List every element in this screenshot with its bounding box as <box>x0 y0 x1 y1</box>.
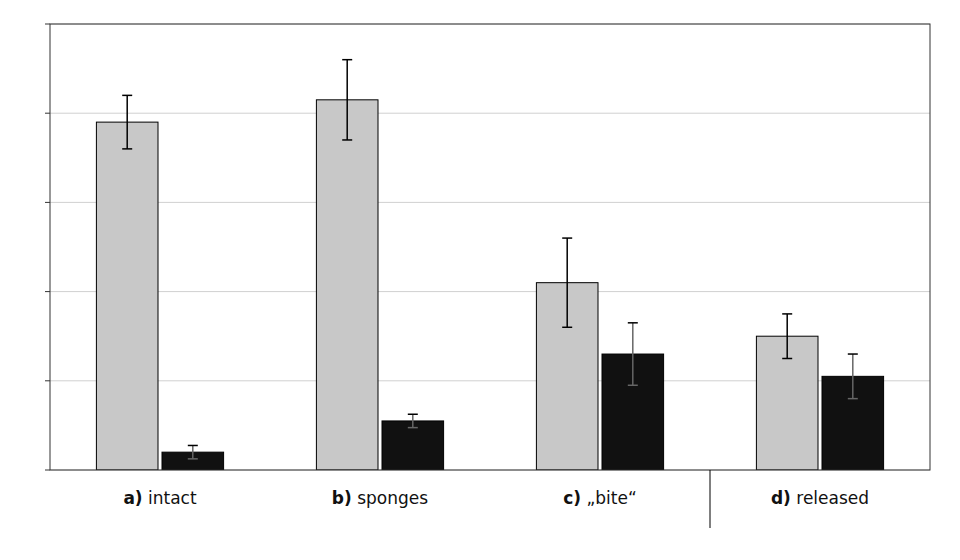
grid-line <box>50 291 930 292</box>
x-label: b) sponges <box>332 488 428 508</box>
error-cap <box>782 358 792 360</box>
y-tick <box>45 291 50 292</box>
error-cap <box>188 458 198 460</box>
error-bar <box>342 60 352 140</box>
error-cap <box>562 237 572 239</box>
group-divider <box>710 470 711 528</box>
error-cap <box>848 353 858 355</box>
x-labels: a) intact b) sponges c) „bite“ d) released <box>123 488 869 508</box>
bar <box>382 421 444 470</box>
error-cap <box>342 59 352 61</box>
y-tick <box>45 202 50 203</box>
grid-line <box>50 202 930 203</box>
grid <box>45 24 930 470</box>
error-cap <box>188 445 198 447</box>
error-bar <box>848 354 858 399</box>
x-label: a) intact <box>123 488 197 508</box>
error-cap <box>342 139 352 141</box>
x-label: d) released <box>771 488 869 508</box>
error-cap <box>782 313 792 315</box>
error-cap <box>628 385 638 387</box>
chart-svg: a) intact b) sponges c) „bite“ d) released <box>0 0 960 560</box>
chart-container: a) intact b) sponges c) „bite“ d) released <box>0 0 960 560</box>
error-line <box>412 414 414 427</box>
error-cap <box>122 148 132 150</box>
bars <box>96 60 883 470</box>
error-cap <box>848 398 858 400</box>
grid-line <box>50 113 930 114</box>
error-cap <box>408 414 418 416</box>
plot-frame <box>50 24 930 470</box>
bar <box>316 100 378 470</box>
y-tick <box>45 24 50 25</box>
error-cap <box>122 95 132 97</box>
error-line <box>786 314 788 359</box>
y-tick <box>45 113 50 114</box>
error-line <box>346 60 348 140</box>
error-cap <box>562 327 572 329</box>
error-line <box>632 323 634 385</box>
error-bar <box>408 414 418 427</box>
error-bar <box>562 238 572 327</box>
error-line <box>126 95 128 149</box>
x-label: c) „bite“ <box>563 488 637 508</box>
error-cap <box>408 427 418 429</box>
y-tick <box>45 380 50 381</box>
y-tick <box>45 470 50 471</box>
error-line <box>852 354 854 399</box>
error-cap <box>628 322 638 324</box>
error-bar <box>122 95 132 149</box>
bar <box>96 122 158 470</box>
error-bar <box>188 445 198 458</box>
error-line <box>566 238 568 327</box>
error-line <box>192 445 194 458</box>
error-bar <box>628 323 638 385</box>
error-bar <box>782 314 792 359</box>
